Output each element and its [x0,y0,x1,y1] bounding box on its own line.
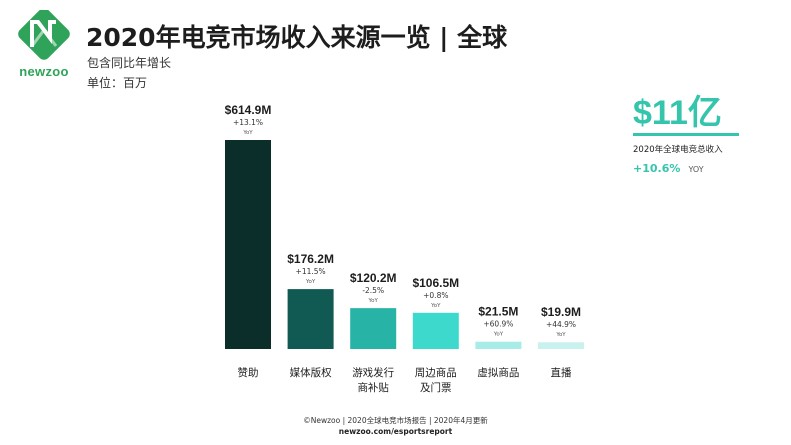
total-revenue-value: $11亿 [633,94,722,132]
bar-growth-unit-1: YoY [305,279,316,285]
bar-value-label-3: $106.5M [412,276,459,290]
total-growth: +10.6% YOY [633,157,773,176]
category-label-2-1: 商补贴 [357,381,389,394]
total-underline [633,133,739,136]
page-subtitle: 包含同比年增长 [87,56,172,70]
newzoo-logo-icon [18,10,70,60]
total-growth-unit: YOY [688,165,704,174]
bar-0 [225,140,271,349]
bar-growth-label-0: +13.1% [233,118,263,127]
footer-url: newzoo.com/esportsreport [338,427,453,436]
total-revenue-description: 2020年全球电竞总收入 [633,145,723,155]
bar-value-label-0: $614.9M [225,103,272,117]
bar-growth-label-5: +44.9% [546,320,576,329]
bar-growth-label-1: +11.5% [296,267,326,276]
total-growth-value: +10.6% [633,162,681,175]
bar-4 [475,341,522,349]
category-label-3-1: 及门票 [420,381,452,394]
bar-growth-unit-3: YoY [430,303,441,309]
logo-wordmark: newzoo [19,64,69,79]
page-title: 2020年电竞市场收入来源一览 | 全球 [86,23,508,52]
category-label-1-0: 媒体版权 [290,366,332,379]
category-label-2-0: 游戏发行 [352,366,394,379]
bar-value-label-5: $19.9M [541,305,581,319]
unit-label: 单位：百万 [87,76,148,90]
bar-growth-label-2: -2.5% [362,286,384,295]
bar-value-label-1: $176.2M [287,252,334,266]
category-label-4-0: 虚拟商品 [477,366,519,379]
bar-growth-unit-0: YoY [242,130,253,136]
footer-credit: ©Newzoo | 2020全球电竞市场报告 | 2020年4月更新 [303,416,488,425]
bar-growth-unit-4: YoY [493,332,504,338]
bar-3 [412,312,459,349]
category-label-3-0: 周边商品 [415,366,457,379]
bar-2 [350,308,397,349]
bar-value-label-4: $21.5M [478,305,518,319]
category-label-0-0: 赞助 [238,366,259,379]
bar-1 [287,289,334,349]
bar-growth-label-3: +0.8% [423,291,448,300]
bar-5 [538,342,584,349]
bar-growth-unit-2: YoY [368,298,379,304]
category-label-5-0: 直播 [551,366,572,379]
bar-growth-unit-5: YoY [555,332,566,338]
bar-growth-label-4: +60.9% [483,320,513,329]
bar-value-label-2: $120.2M [350,271,397,285]
total-revenue-callout: $11亿 2020年全球电竞总收入 +10.6% YOY [633,95,773,176]
